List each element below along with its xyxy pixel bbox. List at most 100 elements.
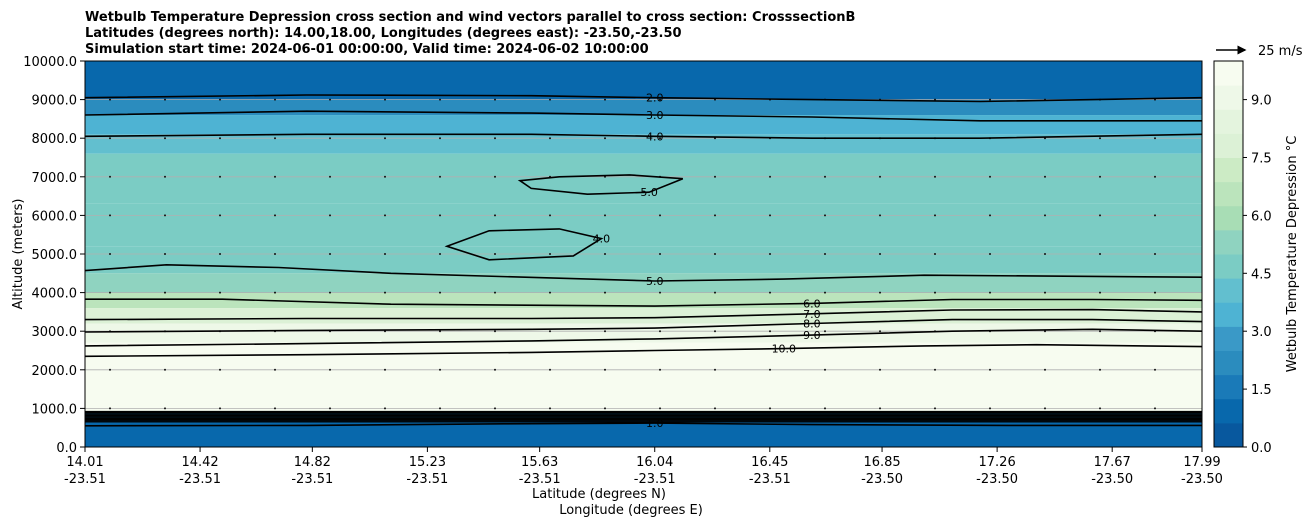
wind-vector-122 xyxy=(824,291,826,294)
wind-vector-73 xyxy=(549,137,551,140)
wind-vector-3 xyxy=(109,214,111,217)
wind-vector-17 xyxy=(164,407,166,410)
x-tick-lat-10: 17.99 xyxy=(1183,455,1220,470)
wind-vector-8 xyxy=(109,407,111,410)
wind-vector-76 xyxy=(549,253,551,255)
wind-vector-107 xyxy=(714,407,716,410)
wind-vector-143 xyxy=(934,407,936,410)
field-fill xyxy=(85,61,1202,447)
wind-vector-164 xyxy=(1099,175,1101,178)
wind-vector-64 xyxy=(494,137,496,140)
wind-vector-142 xyxy=(934,368,936,371)
wind-vector-47 xyxy=(384,175,386,178)
wind-vector-82 xyxy=(604,137,606,140)
y-tick-label-10: 10000.0 xyxy=(23,55,77,70)
wind-vector-87 xyxy=(604,330,606,333)
wind-vector-52 xyxy=(384,368,386,371)
wind-vector-139 xyxy=(934,253,936,255)
wind-vector-60 xyxy=(439,330,441,333)
wind-vector-67 xyxy=(494,253,496,255)
wind-vector-0 xyxy=(109,98,111,101)
field-band-7 xyxy=(85,273,1202,293)
y-tick-label-4: 4000.0 xyxy=(32,287,78,302)
wind-vector-19 xyxy=(219,137,221,140)
wind-vector-101 xyxy=(714,175,716,178)
contour-label-10.0-0: 10.0 xyxy=(772,343,797,356)
wind-vector-110 xyxy=(769,175,771,178)
y-tick-label-1: 1000.0 xyxy=(32,402,78,417)
x-tick-lat-9: 17.67 xyxy=(1094,455,1131,470)
wind-vector-65 xyxy=(494,175,496,178)
wind-vector-22 xyxy=(219,253,221,255)
wind-vector-112 xyxy=(769,253,771,255)
contour-label-2.0-8: 2.0 xyxy=(646,92,664,105)
colorbar-swatch-15 xyxy=(1214,61,1243,86)
wind-vector-172 xyxy=(1154,137,1156,140)
wind-vector-97 xyxy=(659,368,661,371)
closed-contour-4.0-1 xyxy=(444,228,604,261)
wind-vector-129 xyxy=(879,214,881,217)
colorbar-swatch-8 xyxy=(1214,229,1243,255)
contour-8.0-2 xyxy=(85,318,1202,333)
wind-vector-66 xyxy=(494,214,496,217)
x-tick-lon-2: -23.51 xyxy=(291,472,333,487)
y-tick-label-5: 5000.0 xyxy=(32,248,78,263)
contour-label-5.0-0: 5.0 xyxy=(640,186,658,199)
wind-vector-175 xyxy=(1154,253,1156,255)
wind-vector-36 xyxy=(329,98,331,101)
wind-vector-114 xyxy=(769,330,771,333)
wind-vector-89 xyxy=(604,407,606,410)
wind-vector-78 xyxy=(549,330,551,333)
x-tick-lon-0: -23.51 xyxy=(64,472,106,487)
field-band-4 xyxy=(85,153,1202,204)
x-tick-lon-10: -23.50 xyxy=(1181,472,1223,487)
chart-title-line-3: Simulation start time: 2024-06-01 00:00:… xyxy=(85,42,649,57)
y-tick-label-7: 7000.0 xyxy=(32,171,78,186)
wind-vector-85 xyxy=(604,253,606,255)
wind-vector-169 xyxy=(1099,368,1101,371)
wind-vector-81 xyxy=(604,98,606,101)
x-tick-lon-1: -23.51 xyxy=(179,472,221,487)
wind-vector-68 xyxy=(494,291,496,294)
wind-vector-53 xyxy=(384,407,386,410)
colorbar-tick-label-2: 3.0 xyxy=(1251,325,1272,340)
wind-vector-44 xyxy=(329,407,331,410)
wind-vector-58 xyxy=(439,253,441,255)
colorbar-frame xyxy=(1213,60,1244,448)
wind-vector-71 xyxy=(494,407,496,410)
wind-vector-75 xyxy=(549,214,551,217)
wind-vector-69 xyxy=(494,330,496,333)
wind-vector-178 xyxy=(1154,368,1156,371)
x-tick-lat-7: 16.85 xyxy=(863,455,900,470)
wind-vector-80 xyxy=(549,407,551,410)
wind-vector-167 xyxy=(1099,291,1101,294)
wind-vector-130 xyxy=(879,253,881,255)
wind-vector-133 xyxy=(879,368,881,371)
contour-1.0-9 xyxy=(85,422,1202,427)
colorbar-swatch-3 xyxy=(1214,350,1243,376)
wind-vector-135 xyxy=(934,98,936,101)
wind-vector-29 xyxy=(274,175,276,178)
closed-contour-5.0-0 xyxy=(517,174,684,196)
colorbar-tick-label-3: 4.5 xyxy=(1251,267,1272,282)
wind-vector-84 xyxy=(604,214,606,217)
y-tick-label-6: 6000.0 xyxy=(32,209,78,224)
wind-vector-104 xyxy=(714,291,716,294)
wind-vector-35 xyxy=(274,407,276,410)
wind-vector-77 xyxy=(549,291,551,294)
x-tick-lat-1: 14.42 xyxy=(181,455,218,470)
x-axis: 14.01 -23.51 14.42 -23.51 14.82 -23.51 15.23 -2… xyxy=(64,447,1223,487)
wind-vector-137 xyxy=(934,175,936,178)
contour-label-8.0-2: 8.0 xyxy=(803,317,821,330)
wind-vector-70 xyxy=(494,368,496,371)
wind-vector-20 xyxy=(219,175,221,178)
colorbar-swatch-4 xyxy=(1214,326,1243,351)
y-tick-label-9: 9000.0 xyxy=(32,94,78,109)
wind-vector-54 xyxy=(439,98,441,101)
wind-vector-48 xyxy=(384,214,386,217)
wind-vector-61 xyxy=(439,368,441,371)
colorbar-swatch-12 xyxy=(1214,133,1243,158)
colorbar-swatch-2 xyxy=(1214,374,1243,400)
contour-4.0-6 xyxy=(85,133,1202,139)
